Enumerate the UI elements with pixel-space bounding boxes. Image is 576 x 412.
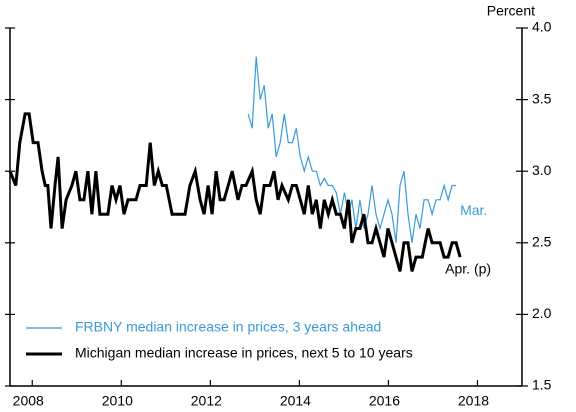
y-tick-label: 4.0 <box>532 19 552 35</box>
legend-label: Michigan median increase in prices, next… <box>75 345 413 361</box>
x-tick-label: 2010 <box>102 393 133 409</box>
y-tick-label: 3.5 <box>532 90 552 106</box>
x-tick-label: 2018 <box>458 393 489 409</box>
y-tick-label: 3.0 <box>532 162 552 178</box>
y-tick-label: 2.0 <box>532 305 552 321</box>
series-line <box>247 56 457 243</box>
annotation: Apr. (p) <box>445 261 491 277</box>
y-tick-label: 2.5 <box>532 234 552 250</box>
annotation: Mar. <box>460 202 487 218</box>
x-tick-label: 2016 <box>369 393 400 409</box>
x-tick-label: 2012 <box>191 393 222 409</box>
x-tick-label: 2014 <box>280 393 311 409</box>
y-tick-label: 1.5 <box>532 377 552 393</box>
y-axis-label: Percent <box>487 3 535 19</box>
series-line <box>8 112 462 272</box>
legend-label: FRBNY median increase in prices, 3 years… <box>75 319 381 335</box>
x-tick-label: 2008 <box>13 393 44 409</box>
